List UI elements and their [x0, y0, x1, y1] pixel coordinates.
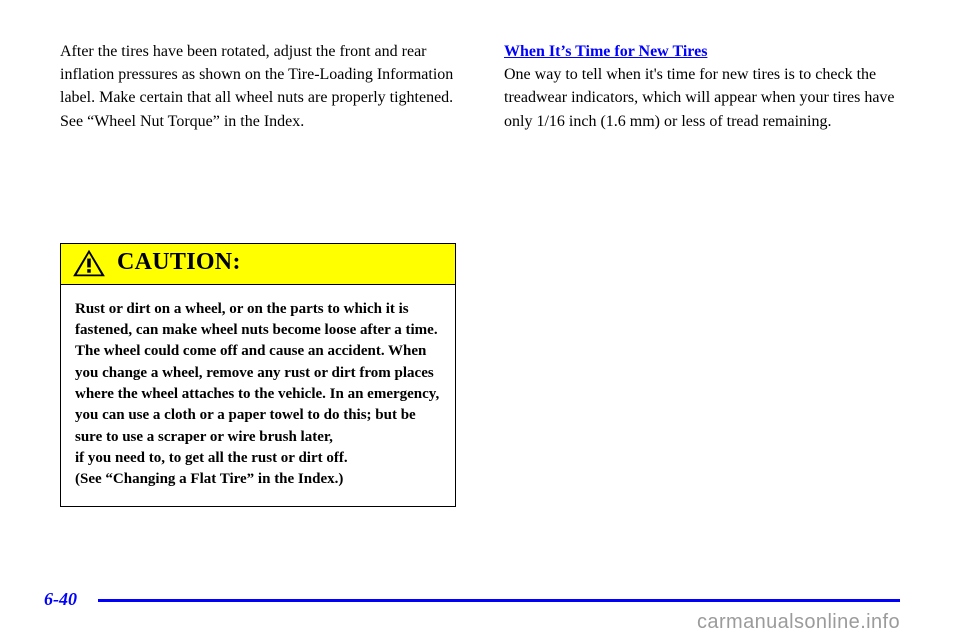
two-column-layout: After the tires have been rotated, adjus… — [60, 40, 900, 507]
caution-body-text: Rust or dirt on a wheel, or on the parts… — [61, 285, 455, 507]
footer-rule — [98, 599, 900, 602]
left-spacer — [60, 133, 456, 243]
left-column: After the tires have been rotated, adjus… — [60, 40, 456, 507]
manual-page: After the tires have been rotated, adjus… — [0, 0, 960, 640]
right-para-text: One way to tell when it's time for new t… — [504, 66, 895, 129]
left-intro-paragraph: After the tires have been rotated, adjus… — [60, 40, 456, 133]
watermark: carmanualsonline.info — [697, 611, 900, 634]
page-number: 6-40 — [44, 589, 77, 610]
right-paragraph: When It’s Time for New Tires One way to t… — [504, 40, 900, 133]
right-column: When It’s Time for New Tires One way to t… — [504, 40, 900, 507]
caution-title: CAUTION: — [117, 249, 241, 276]
watermark-text: carmanualsonline.info — [697, 611, 900, 633]
caution-header: CAUTION: — [61, 244, 455, 285]
caution-box: CAUTION: Rust or dirt on a wheel, or on … — [60, 243, 456, 508]
new-tires-link[interactable]: When It’s Time for New Tires — [504, 43, 707, 60]
caution-triangle-icon — [71, 248, 107, 278]
